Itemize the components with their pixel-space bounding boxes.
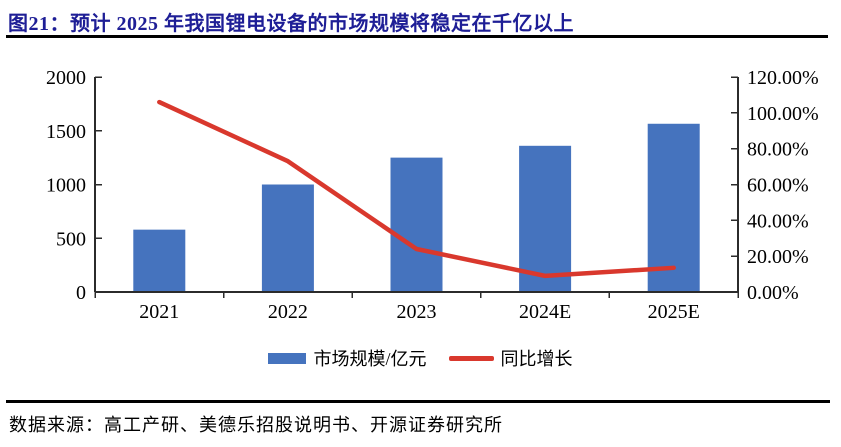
x-tick-label: 2024E bbox=[519, 301, 571, 323]
right-tick-label: 100.00% bbox=[747, 103, 819, 125]
left-tick-label: 1000 bbox=[46, 175, 86, 197]
x-tick-label: 2022 bbox=[268, 301, 308, 323]
data-source: 数据来源：高工产研、美德乐招股说明书、开源证券研究所 bbox=[9, 415, 503, 435]
bar-2025E bbox=[647, 123, 700, 292]
left-tick-label: 1500 bbox=[46, 121, 86, 143]
figure-title: 图21：预计 2025 年我国锂电设备的市场规模将稳定在千亿以上 bbox=[8, 13, 574, 35]
right-tick-label: 0.00% bbox=[747, 282, 799, 304]
right-tick-label: 80.00% bbox=[747, 139, 809, 161]
legend-item-market-size: 市场规模/亿元 bbox=[268, 345, 427, 371]
right-tick-label: 60.00% bbox=[747, 175, 809, 197]
bar-2021 bbox=[133, 229, 186, 292]
left-tick-label: 500 bbox=[56, 228, 86, 250]
left-tick-label: 2000 bbox=[46, 67, 86, 89]
bar-2023 bbox=[390, 157, 443, 292]
legend-label-market-size: 市场规模/亿元 bbox=[313, 349, 427, 369]
x-tick-label: 2021 bbox=[139, 301, 179, 323]
combo-chart: 0 500 1000 1500 2000 0.00% 20.00% 40.00% 60.00% 8… bbox=[46, 67, 819, 323]
x-tick-label: 2023 bbox=[397, 301, 437, 323]
bar-2024E bbox=[519, 145, 572, 292]
x-tick-label: 2025E bbox=[648, 301, 700, 323]
legend-label-yoy-growth: 同比增长 bbox=[500, 349, 573, 369]
footer-divider bbox=[6, 400, 830, 403]
title-divider bbox=[6, 35, 828, 38]
right-tick-label: 120.00% bbox=[747, 67, 819, 89]
left-tick-label: 0 bbox=[76, 282, 86, 304]
chart-legend: 市场规模/亿元 同比增长 bbox=[0, 347, 841, 369]
line-series-swatch bbox=[448, 355, 494, 361]
right-tick-label: 40.00% bbox=[747, 210, 809, 232]
bar-series-swatch bbox=[268, 352, 307, 364]
yoy-growth-line bbox=[157, 99, 676, 279]
legend-item-yoy-growth: 同比增长 bbox=[448, 345, 573, 371]
bar-2022 bbox=[261, 184, 314, 292]
right-tick-label: 20.00% bbox=[747, 246, 809, 268]
